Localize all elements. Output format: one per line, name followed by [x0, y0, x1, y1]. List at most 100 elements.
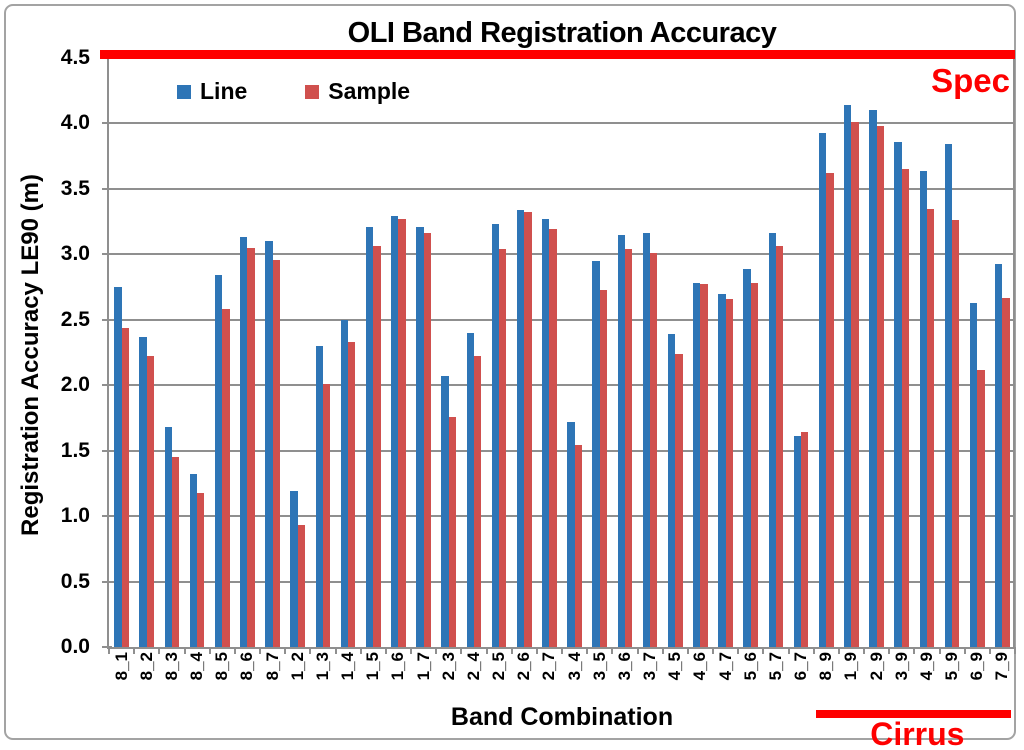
plot-right-border: [1013, 58, 1015, 647]
y-tick-label: 3.0: [60, 242, 90, 266]
gridline: [109, 449, 1015, 452]
bar-line: [693, 283, 701, 647]
bar-sample: [222, 309, 230, 647]
bar-sample: [650, 253, 658, 647]
bar-line: [491, 224, 500, 647]
x-tick-mark: [259, 647, 261, 654]
legend-item-sample: Sample: [305, 80, 410, 103]
bar-sample: [272, 259, 280, 647]
bar-line: [240, 237, 248, 647]
bar-line: [995, 263, 1003, 647]
x-tick-label: 6_9: [967, 652, 987, 681]
x-tick-label: 5_7: [765, 652, 785, 681]
bar-line: [944, 144, 953, 647]
x-tick-label: 2_5: [489, 652, 509, 681]
bar-line: [869, 110, 877, 647]
x-tick-mark: [284, 647, 287, 654]
legend-swatch-line-icon: [177, 84, 191, 99]
x-tick-label: 3_9: [891, 652, 911, 681]
x-tick-mark: [460, 647, 463, 654]
bar-line: [642, 233, 651, 647]
x-tick-label: 8_7: [262, 652, 282, 681]
x-tick-label: 1_2: [287, 652, 307, 681]
gridline: [109, 187, 1015, 190]
bar-sample: [499, 249, 507, 647]
x-tick-label: 4_9: [916, 652, 936, 681]
bar-sample: [146, 356, 155, 647]
cirrus-label: Cirrus: [870, 716, 965, 750]
bar-line: [214, 275, 223, 647]
cirrus-underline: [815, 710, 1011, 718]
bar-line: [466, 332, 474, 647]
x-tick-mark: [158, 647, 161, 654]
x-tick-mark: [963, 647, 966, 654]
bar-sample: [348, 342, 356, 647]
gridline: [109, 122, 1015, 125]
y-tick-label: 4.5: [60, 46, 90, 69]
bar-sample: [448, 416, 457, 647]
x-tick-mark: [108, 647, 110, 654]
y-tick-label: 1.0: [60, 504, 90, 528]
x-tick-label: 2_7: [539, 652, 559, 681]
x-tick-mark: [183, 647, 186, 654]
x-tick-mark: [812, 647, 815, 654]
bar-sample: [801, 432, 809, 647]
bar-sample: [373, 246, 381, 647]
bar-line: [416, 226, 424, 647]
bar-sample: [750, 283, 759, 647]
x-tick-label: 6_7: [791, 652, 811, 681]
x-tick-mark: [712, 647, 714, 654]
bar-sample: [952, 220, 960, 647]
bar-line: [743, 268, 751, 647]
x-tick-label: 2_3: [438, 652, 458, 681]
x-tick-label: 8_4: [187, 652, 207, 681]
x-tick-mark: [611, 647, 614, 654]
y-tick-label: 2.5: [60, 307, 90, 331]
x-axis-title: Band Combination: [450, 703, 674, 731]
spec-label: Spec: [931, 62, 1010, 99]
bar-line: [189, 474, 198, 647]
x-tick-label: 5_6: [740, 652, 760, 681]
y-tick-label: 4.0: [60, 111, 90, 135]
bar-sample: [574, 445, 582, 647]
x-tick-label: 7_9: [992, 652, 1012, 681]
x-tick-mark: [309, 647, 312, 654]
x-tick-label: 8_3: [161, 652, 181, 681]
bar-sample: [247, 247, 255, 647]
x-tick-label: 1_3: [312, 652, 332, 681]
legend-item-line: Line: [177, 80, 247, 103]
bar-line: [114, 287, 122, 647]
x-tick-mark: [510, 647, 513, 654]
bar-line: [818, 132, 827, 647]
x-tick-mark: [208, 647, 211, 654]
bar-sample: [926, 208, 935, 647]
x-tick-label: 8_6: [237, 652, 257, 681]
x-tick-label: 1_9: [841, 652, 861, 681]
bar-line: [793, 436, 802, 647]
x-tick-mark: [384, 647, 387, 654]
bar-sample: [826, 173, 834, 647]
x-tick-mark: [888, 647, 891, 654]
x-tick-label: 1_7: [413, 652, 433, 681]
y-axis-line: [107, 58, 109, 647]
y-tick-label: 2.0: [60, 373, 90, 397]
x-tick-mark: [737, 647, 740, 654]
bar-line: [894, 141, 902, 647]
bar-sample: [775, 246, 784, 647]
bar-line: [718, 293, 726, 647]
gridline: [109, 515, 1015, 518]
x-tick-mark: [661, 647, 664, 654]
frame-border: [4, 4, 1016, 740]
x-tick-mark: [913, 647, 916, 654]
bar-sample: [675, 353, 683, 647]
bar-sample: [322, 383, 331, 647]
y-tick-label: 3.5: [60, 176, 90, 200]
x-tick-label: 8_2: [136, 652, 156, 681]
x-tick-mark: [636, 647, 639, 654]
legend: Line Sample: [177, 80, 410, 103]
bar-line: [768, 233, 776, 647]
legend-swatch-sample-icon: [305, 84, 320, 99]
plot-area: Line Sample: [107, 57, 1015, 649]
bar-sample: [121, 327, 129, 647]
